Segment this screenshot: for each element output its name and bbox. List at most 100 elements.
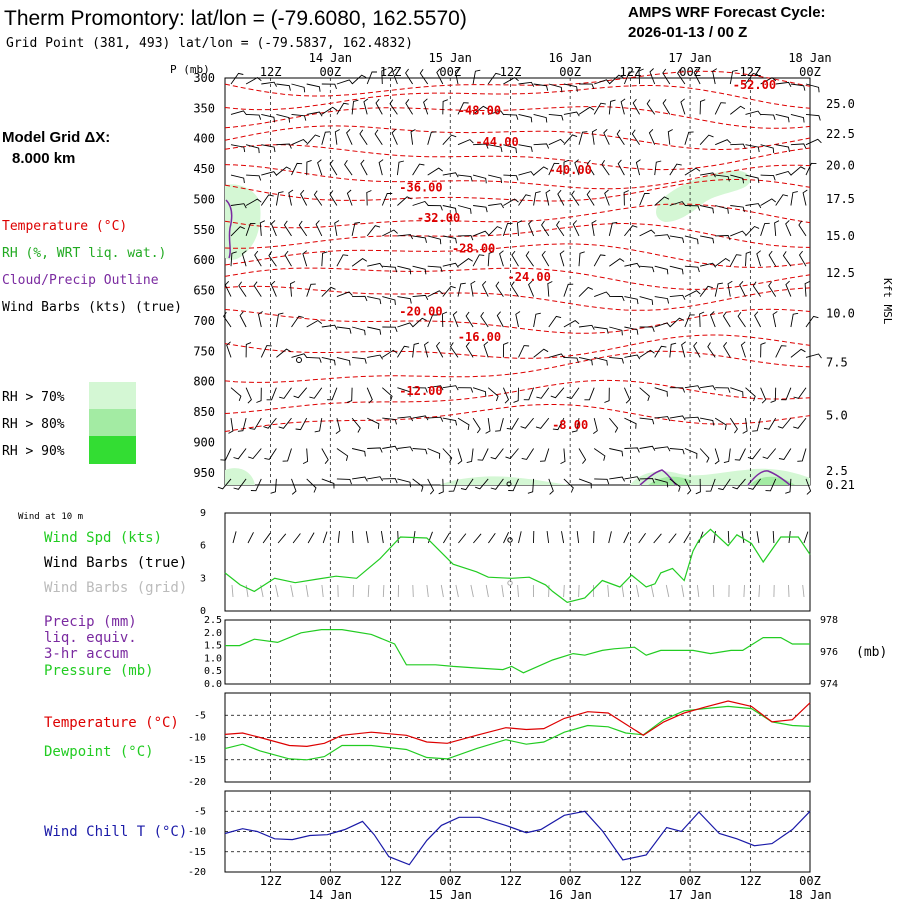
wind-barb-true — [292, 533, 301, 544]
isotherm-line — [224, 179, 811, 202]
wind-barb-true — [397, 530, 399, 544]
pressure-tick-label: 700 — [193, 314, 215, 328]
wind-barb-grid — [455, 584, 459, 598]
wind-barb — [662, 99, 671, 115]
height-tick-label: 22.5 — [826, 127, 855, 141]
wind-barb — [684, 205, 701, 211]
rh-legend-label: RH (%, WRT liq. wat.) — [2, 246, 166, 261]
wind-barb — [366, 190, 372, 206]
wind-barb-true — [443, 532, 450, 544]
wind-barb — [442, 99, 448, 115]
wind-barb — [763, 417, 777, 430]
wind-barb — [336, 79, 353, 85]
wind-barb — [624, 225, 638, 237]
wind-barb — [584, 387, 595, 401]
wind-barb — [578, 106, 595, 115]
pressure-tick-label: 650 — [193, 284, 215, 298]
wind-barb — [472, 174, 487, 184]
wind-barb — [382, 265, 398, 273]
wind-barb — [266, 387, 277, 401]
wind-barb — [745, 203, 762, 209]
wind-barb — [336, 291, 353, 298]
wind-barb — [639, 193, 650, 206]
wind-barb — [624, 326, 639, 335]
wind-barb — [302, 448, 309, 465]
wind-barb-true — [698, 531, 704, 544]
wind-barb — [654, 416, 671, 422]
wind-barb — [516, 220, 523, 236]
wind-barb — [279, 387, 292, 399]
wind-barb — [669, 294, 686, 300]
wind-barb — [260, 345, 272, 358]
y-tick-label: 6 — [200, 541, 206, 552]
wind-barb-grid — [578, 584, 580, 598]
wind-barb — [805, 162, 817, 176]
wind-barb — [487, 226, 503, 237]
wind-barb — [248, 448, 262, 460]
wind-barb — [715, 139, 732, 146]
wind-barb — [454, 68, 460, 85]
wind-barb — [560, 448, 566, 465]
wind-barb — [518, 194, 531, 206]
wind-barb — [563, 478, 574, 493]
wind-barb — [535, 417, 550, 429]
wind-barb — [705, 478, 716, 492]
wind-barb-grid — [382, 584, 385, 598]
wind-barb — [502, 222, 513, 237]
wind-barb — [604, 189, 610, 206]
wind-barb — [253, 281, 262, 297]
wind-barb — [457, 387, 474, 393]
wind-barb — [578, 286, 593, 297]
wind-chill-frame — [224, 790, 811, 873]
wind-barb — [382, 349, 398, 358]
wind-barb-true — [337, 531, 340, 544]
wind-barb — [391, 128, 398, 145]
wind-barb — [739, 281, 746, 297]
rh90-legend-label: RH > 90% — [2, 444, 65, 459]
top-day-label: 15 Jan — [429, 51, 472, 65]
wind-barb — [632, 98, 640, 115]
wind-barb — [397, 387, 411, 397]
wind-barb — [470, 280, 476, 297]
wind-barb — [714, 282, 723, 297]
wind-barb — [442, 235, 457, 244]
bottom-day-label: 15 Jan — [429, 888, 472, 900]
pressure-tick-label: 950 — [193, 466, 215, 480]
wind-barb — [700, 235, 715, 244]
wind-barb — [457, 235, 474, 241]
wind-barb — [684, 290, 701, 298]
wind-barb — [336, 448, 349, 461]
wind-barb — [571, 190, 580, 206]
wind-barb — [533, 166, 549, 176]
wind-barb — [306, 83, 321, 92]
wind-barb — [669, 387, 686, 393]
y-tick-label: -10 — [188, 733, 206, 744]
wind-barb — [699, 99, 706, 115]
wind-barb — [457, 258, 473, 267]
wind-barb — [367, 354, 383, 360]
wind-barb — [780, 387, 792, 401]
precip-legend: Precip (mm) — [44, 614, 137, 630]
wind-barb — [261, 144, 276, 153]
wind-barb — [790, 143, 807, 149]
bottom-hour-label: 12Z — [739, 874, 761, 888]
wind-barb — [732, 478, 746, 490]
isotherm-line — [224, 144, 811, 171]
wind-barb-true — [561, 531, 565, 544]
wind-barb-true — [262, 533, 271, 544]
wind-barb — [654, 160, 662, 176]
wind-barb — [586, 159, 595, 176]
wind-barb — [230, 72, 244, 85]
wind-barb — [552, 417, 565, 431]
wind-barb — [367, 326, 382, 335]
height-tick-label: 0.21 — [826, 478, 855, 492]
wind-barb — [291, 113, 307, 121]
wind-barb — [639, 387, 650, 402]
wind-barb — [245, 387, 252, 404]
wind-barb — [609, 326, 623, 336]
wind-barb — [442, 172, 459, 178]
wind-barb — [578, 356, 593, 366]
wind-barb — [410, 129, 416, 145]
wind-barb — [797, 448, 807, 462]
